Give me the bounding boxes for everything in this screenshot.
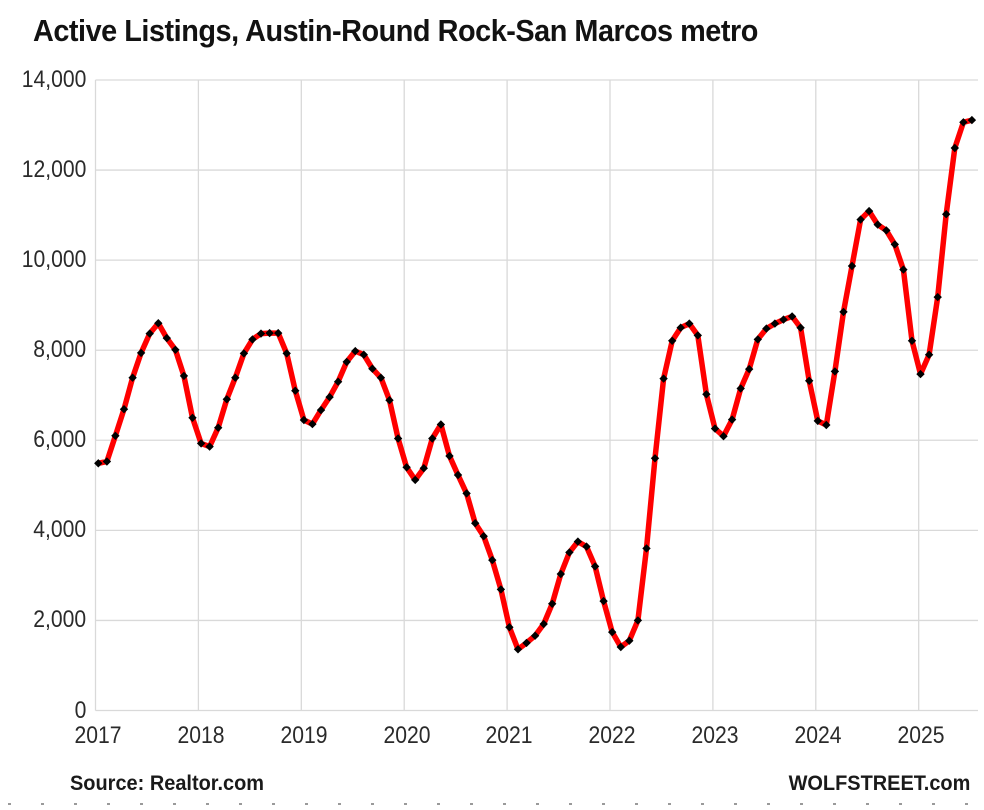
x-tick-label: 2025 <box>897 722 945 749</box>
source-credit: Source: Realtor.com <box>70 772 265 795</box>
x-tick-label: 2018 <box>177 722 225 749</box>
wolfstreet-watermark: WOLFSTREET.com <box>788 772 970 795</box>
y-tick-label: 0 <box>74 696 86 724</box>
x-tick-label: 2019 <box>280 722 328 749</box>
y-tick-label: 6,000 <box>33 426 86 454</box>
x-tick-label: 2024 <box>794 722 842 749</box>
y-tick-label: 2,000 <box>33 606 86 634</box>
chart-title: Active Listings, Austin-Round Rock-San M… <box>33 13 758 48</box>
y-tick-label: 12,000 <box>21 156 86 184</box>
x-tick-label: 2020 <box>383 722 431 749</box>
data-point-markers <box>94 115 977 654</box>
x-tick-label: 2023 <box>691 722 739 749</box>
y-tick-label: 4,000 <box>33 516 86 544</box>
x-tick-label: 2017 <box>74 722 122 749</box>
bottom-dashed-divider <box>8 803 976 805</box>
x-tick-label: 2021 <box>485 722 533 749</box>
x-tick-label: 2022 <box>588 722 636 749</box>
y-tick-label: 14,000 <box>21 66 86 93</box>
series-line <box>95 117 975 653</box>
y-tick-label: 8,000 <box>33 336 86 364</box>
y-tick-label: 10,000 <box>21 246 86 274</box>
